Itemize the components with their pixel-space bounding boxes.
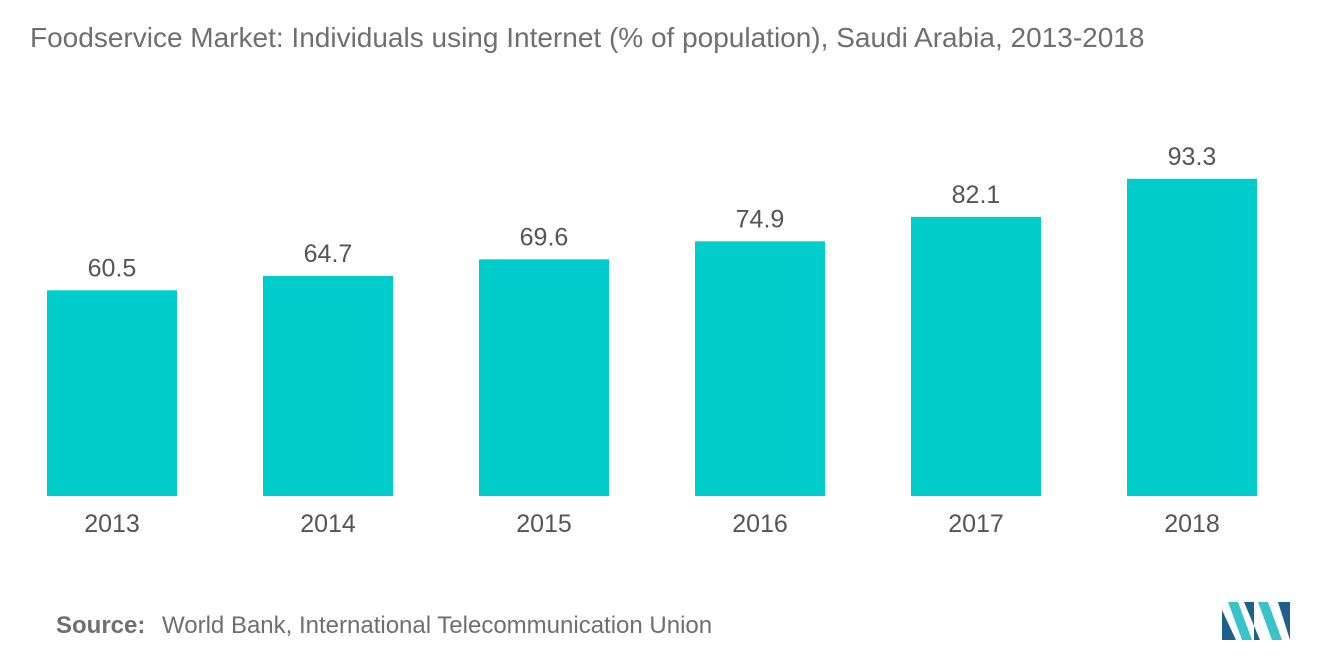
- value-label-2014: 64.7: [304, 240, 353, 268]
- source-text: World Bank, International Telecommunicat…: [162, 612, 712, 639]
- bar-2017: [911, 217, 1041, 496]
- bar-2013: [47, 290, 177, 496]
- value-label-2017: 82.1: [952, 181, 1001, 209]
- x-tick-label-2016: 2016: [732, 510, 788, 538]
- bar-2015: [479, 259, 609, 496]
- source-label: Source:: [56, 612, 145, 639]
- value-label-2015: 69.6: [520, 223, 569, 251]
- bar-chart: 60.564.769.674.982.193.3 2013 2014 2015 201…: [0, 0, 1320, 600]
- value-label-2013: 60.5: [88, 254, 137, 282]
- bar-2018: [1127, 179, 1257, 496]
- value-labels-layer: 60.5 64.7 69.6 74.9 82.1 93.3: [88, 143, 1217, 283]
- bar-2016: [695, 241, 825, 496]
- x-tick-label-2018: 2018: [1164, 510, 1220, 538]
- x-tick-label-2014: 2014: [300, 510, 356, 538]
- value-label-2018: 93.3: [1168, 143, 1217, 171]
- mordor-intelligence-logo-icon: [1222, 602, 1292, 640]
- x-tick-label-2015: 2015: [516, 510, 572, 538]
- bars-layer: [47, 179, 1257, 496]
- x-tick-labels-layer: 2013 2014 2015 2016 2017 2018: [84, 510, 1220, 538]
- source-line: Source: World Bank, International Teleco…: [56, 612, 712, 640]
- value-label-2016: 74.9: [736, 205, 785, 233]
- x-tick-label-2013: 2013: [84, 510, 140, 538]
- bar-2014: [263, 276, 393, 496]
- x-tick-label-2017: 2017: [948, 510, 1004, 538]
